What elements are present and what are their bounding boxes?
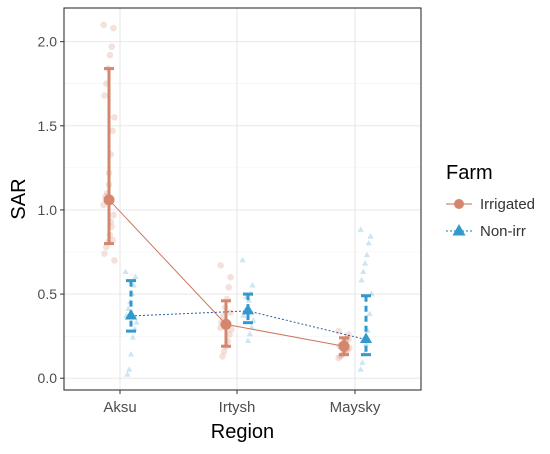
data-point-irrigated bbox=[109, 236, 116, 244]
y-tick-label: 1.5 bbox=[38, 118, 58, 134]
data-point-irrigated bbox=[100, 21, 107, 29]
data-point-irrigated bbox=[220, 347, 228, 355]
data-point-non-irr bbox=[133, 319, 140, 325]
data-point-irrigated bbox=[111, 114, 118, 121]
mean-point-irrigated bbox=[103, 194, 115, 206]
legend-label-non-irr: Non-irr bbox=[480, 223, 526, 240]
mean-point-non-irr bbox=[359, 332, 373, 344]
grid-layer bbox=[64, 8, 421, 390]
data-point-non-irr bbox=[360, 268, 367, 275]
y-axis-title: SAR bbox=[8, 178, 30, 219]
x-tick-label: Irtysh bbox=[219, 399, 256, 416]
legend: Farm Irrigated Non-irr bbox=[446, 162, 535, 240]
y-tick-label: 1.0 bbox=[38, 202, 58, 218]
data-point-non-irr bbox=[246, 330, 253, 337]
data-point-irrigated bbox=[103, 243, 110, 251]
data-point-non-irr bbox=[240, 312, 247, 318]
data-point-irrigated bbox=[111, 257, 118, 264]
data-point-non-irr bbox=[244, 337, 252, 343]
data-point-irrigated bbox=[335, 354, 342, 362]
mean-point-non-irr bbox=[241, 303, 255, 315]
x-axis: Aksu Irtysh Maysky bbox=[103, 390, 381, 416]
legend-key-irrigated bbox=[446, 199, 472, 209]
data-point-irrigated bbox=[345, 331, 352, 338]
data-point-irrigated bbox=[226, 331, 233, 338]
plot-panel-border bbox=[63, 7, 422, 391]
legend-key-non-irr bbox=[446, 224, 472, 236]
legend-label-irrigated: Irrigated bbox=[480, 196, 535, 213]
data-point-irrigated bbox=[219, 353, 226, 360]
y-axis: 0.0 0.5 1.0 1.5 2.0 bbox=[38, 34, 64, 386]
y-tick-label: 0.5 bbox=[38, 286, 58, 302]
y-tick-label: 0.0 bbox=[38, 370, 58, 386]
mean-point-non-irr bbox=[124, 308, 138, 320]
data-point-non-irr bbox=[357, 366, 364, 372]
data-point-non-irr bbox=[132, 273, 139, 280]
x-axis-title: Region bbox=[211, 421, 274, 443]
data-point-non-irr bbox=[361, 260, 369, 266]
data-point-non-irr bbox=[366, 310, 373, 317]
data-point-irrigated bbox=[217, 262, 224, 269]
mean-markers-layer bbox=[103, 194, 373, 352]
data-point-non-irr bbox=[127, 351, 135, 357]
data-point-irrigated bbox=[225, 284, 232, 291]
data-point-irrigated bbox=[101, 250, 108, 257]
data-point-non-irr bbox=[125, 305, 132, 312]
data-point-irrigated bbox=[227, 273, 234, 281]
legend-title: Farm bbox=[446, 162, 493, 184]
data-point-non-irr bbox=[367, 233, 374, 239]
data-point-non-irr bbox=[122, 268, 129, 275]
data-point-non-irr bbox=[359, 359, 366, 365]
data-point-irrigated bbox=[110, 211, 117, 219]
data-point-non-irr bbox=[248, 324, 255, 330]
data-point-non-irr bbox=[362, 340, 370, 347]
y-tick-label: 2.0 bbox=[38, 34, 58, 50]
data-point-non-irr bbox=[129, 334, 136, 340]
data-point-non-irr bbox=[124, 371, 131, 377]
data-point-non-irr bbox=[363, 251, 371, 258]
data-point-non-irr bbox=[365, 239, 372, 246]
x-tick-label: Maysky bbox=[330, 399, 381, 416]
x-tick-label: Aksu bbox=[103, 399, 136, 416]
data-point-non-irr bbox=[239, 256, 246, 263]
data-point-non-irr bbox=[357, 226, 364, 232]
data-point-non-irr bbox=[126, 366, 133, 372]
data-point-non-irr bbox=[249, 282, 256, 288]
data-point-irrigated bbox=[109, 127, 116, 135]
data-point-irrigated bbox=[108, 43, 115, 51]
data-point-non-irr bbox=[358, 277, 365, 283]
data-point-irrigated bbox=[110, 24, 117, 32]
mean-point-irrigated bbox=[338, 340, 350, 352]
data-point-irrigated bbox=[101, 92, 108, 99]
mean-point-irrigated bbox=[220, 318, 232, 330]
data-point-irrigated bbox=[227, 309, 234, 316]
data-point-irrigated bbox=[106, 51, 114, 59]
